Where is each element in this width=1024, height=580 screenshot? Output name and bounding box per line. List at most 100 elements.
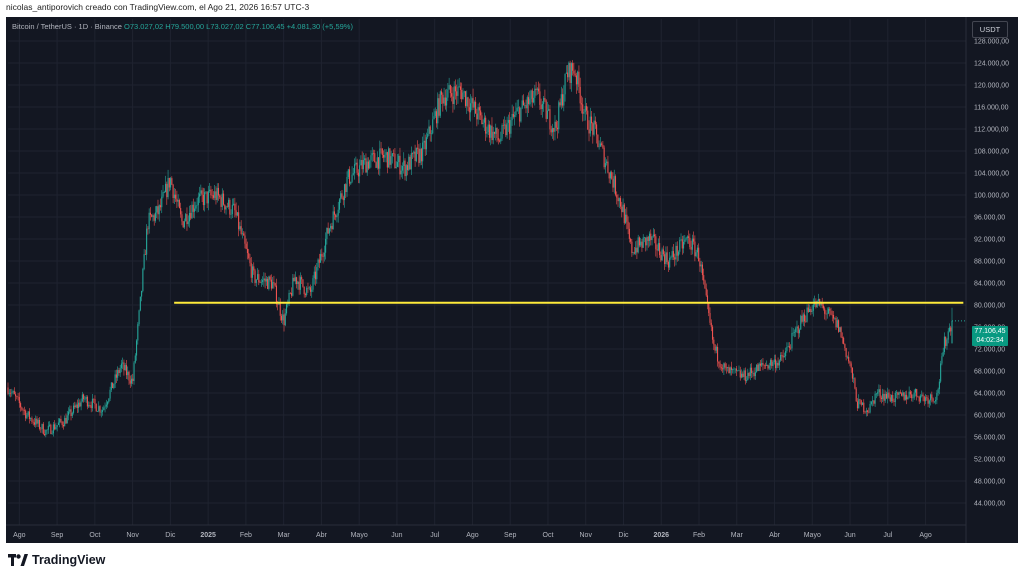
- candle-body: [836, 320, 838, 328]
- candle-body: [740, 373, 743, 378]
- candle-body: [277, 304, 279, 305]
- candle-body: [298, 281, 300, 290]
- candle-body: [279, 302, 281, 316]
- candle-body: [335, 214, 337, 218]
- candle-body: [802, 314, 804, 322]
- x-tick-label: Mar: [278, 532, 291, 539]
- candle-body: [495, 127, 497, 134]
- candle-body: [95, 403, 97, 412]
- candle-body: [769, 359, 772, 366]
- candle-body: [777, 362, 779, 366]
- candle-body: [201, 190, 203, 195]
- candle-body: [430, 133, 433, 135]
- chart-panel[interactable]: 44.000,00 48.000,00 52.000,00 56.000,00 60.0…: [6, 17, 1018, 543]
- candle-body: [616, 194, 618, 198]
- candle-body: [375, 162, 377, 168]
- candle-body: [722, 368, 724, 370]
- x-tick-label: Abr: [316, 532, 328, 539]
- candle-body: [270, 279, 272, 289]
- candle-body: [214, 191, 216, 198]
- candle-body: [841, 337, 843, 338]
- candle-body: [810, 308, 812, 312]
- candle-body: [568, 62, 570, 78]
- candle-body: [630, 238, 632, 242]
- candle-body: [638, 237, 640, 246]
- x-tick-label: Dic: [165, 532, 176, 539]
- candle-body: [231, 204, 233, 215]
- candle-body: [447, 89, 449, 98]
- candle-body: [398, 155, 400, 163]
- candle-body: [303, 286, 305, 295]
- x-tick-label: Ago: [13, 532, 26, 539]
- candle-body: [125, 365, 128, 376]
- candle-body: [493, 131, 496, 134]
- candle-body: [632, 252, 634, 254]
- candle-body: [185, 214, 187, 222]
- x-tick-label: Jun: [391, 532, 402, 539]
- candle-body: [834, 317, 836, 319]
- candle-body: [918, 397, 920, 402]
- candle-body: [244, 235, 246, 244]
- candle-body: [109, 389, 111, 399]
- candle-body: [839, 327, 841, 332]
- candle-body: [32, 421, 34, 423]
- candle-body: [471, 98, 473, 104]
- candle-body: [457, 86, 459, 96]
- candle-body: [748, 372, 750, 376]
- candle-body: [756, 364, 758, 373]
- candle-body: [666, 252, 668, 263]
- candle-body: [909, 391, 911, 395]
- candle-body: [754, 372, 756, 377]
- candle-body: [345, 184, 347, 193]
- candle-body: [323, 252, 325, 257]
- candle-body: [824, 308, 826, 314]
- candle-body: [64, 417, 66, 427]
- candle-body: [13, 390, 15, 395]
- candle-body: [67, 411, 70, 416]
- candle-body: [76, 404, 78, 408]
- candle-body: [89, 405, 91, 406]
- candle-body: [452, 96, 454, 104]
- x-tick-label: Mar: [731, 532, 744, 539]
- candle-body: [211, 195, 213, 196]
- y-tick-label: 52.000,00: [974, 457, 1005, 464]
- candle-body: [574, 73, 576, 76]
- candle-body: [848, 356, 850, 362]
- candle-body: [567, 72, 569, 78]
- candle-body: [906, 394, 908, 400]
- candle-body: [190, 212, 192, 219]
- footer-brand[interactable]: TradingView: [8, 553, 105, 567]
- candle-body: [409, 156, 411, 170]
- price-chart[interactable]: 44.000,00 48.000,00 52.000,00 56.000,00 60.0…: [6, 17, 1018, 543]
- candle-body: [923, 396, 925, 402]
- candle-body: [544, 98, 546, 101]
- candle-body: [753, 372, 755, 377]
- candle-body: [419, 148, 421, 163]
- candle-body: [817, 298, 819, 301]
- candle-body: [183, 221, 185, 228]
- x-tick-label: Jun: [844, 532, 855, 539]
- candle-body: [220, 197, 222, 207]
- bar-countdown: 04:02:34: [976, 337, 1004, 344]
- candle-body: [869, 403, 871, 413]
- candle-body: [85, 396, 87, 400]
- candle-body: [207, 191, 209, 204]
- candle-body: [107, 402, 109, 405]
- candle-body: [510, 120, 512, 134]
- candle-body: [69, 409, 71, 412]
- candle-body: [618, 198, 620, 202]
- candle-body: [233, 203, 235, 205]
- candle-body: [626, 214, 628, 222]
- candle-body: [536, 88, 538, 90]
- currency-button[interactable]: USDT: [972, 21, 1008, 38]
- candle-body: [322, 256, 324, 258]
- candle-body: [831, 314, 833, 316]
- candle-body: [249, 257, 251, 264]
- candle-body: [294, 277, 296, 282]
- candle-body: [521, 100, 523, 108]
- candle-body: [47, 425, 49, 430]
- candle-body: [604, 163, 606, 168]
- candle-body: [186, 214, 188, 225]
- candle-body: [500, 138, 502, 142]
- candle-body: [162, 192, 164, 197]
